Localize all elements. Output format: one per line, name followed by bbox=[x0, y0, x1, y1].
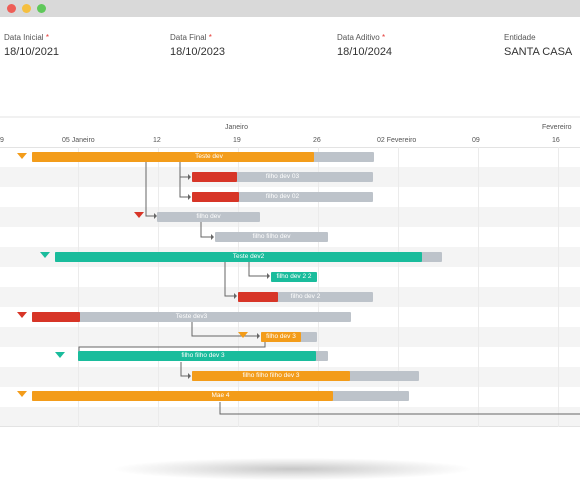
data-inicial-label: Data Inicial * bbox=[4, 33, 49, 42]
task-bar-progress bbox=[55, 252, 422, 262]
task-label: filho filho dev 3 bbox=[181, 352, 225, 359]
day-label: 05 Janeiro bbox=[62, 137, 95, 144]
task-bar-progress bbox=[192, 172, 237, 182]
task-label: Teste dev3 bbox=[175, 313, 208, 320]
task-bar-progress bbox=[261, 332, 301, 342]
minimize-window-button[interactable] bbox=[22, 4, 31, 13]
day-label: 12 bbox=[153, 137, 161, 144]
task-bar-progress bbox=[192, 371, 350, 381]
window-titlebar bbox=[0, 0, 580, 17]
drop-shadow bbox=[115, 458, 470, 480]
milestone-marker bbox=[17, 153, 27, 159]
data-final-label: Data Final * bbox=[170, 33, 212, 42]
data-aditivo-label: Data Aditivo * bbox=[337, 33, 386, 42]
task-bar-progress bbox=[32, 152, 314, 162]
task-bar-progress bbox=[192, 192, 239, 202]
task-bar-progress bbox=[78, 351, 316, 361]
milestone-marker bbox=[238, 332, 248, 338]
entidade-value[interactable]: SANTA CASA bbox=[504, 46, 573, 58]
task-bar[interactable] bbox=[238, 292, 373, 302]
day-label: 26 bbox=[313, 137, 321, 144]
task-label: filho dev 03 bbox=[265, 173, 300, 180]
task-bar-progress bbox=[32, 312, 80, 322]
data-aditivo-value[interactable]: 18/10/2024 bbox=[337, 46, 393, 58]
task-bar-progress bbox=[238, 292, 278, 302]
close-window-button[interactable] bbox=[7, 4, 16, 13]
milestone-marker bbox=[17, 312, 27, 318]
task-label: filho dev 2 2 bbox=[276, 273, 312, 280]
day-label: 16 bbox=[552, 137, 560, 144]
task-label: filho dev 02 bbox=[265, 193, 300, 200]
task-label: Teste dev bbox=[195, 153, 223, 160]
milestone-marker bbox=[134, 212, 144, 218]
data-inicial-value[interactable]: 18/10/2021 bbox=[4, 46, 60, 58]
task-bar-progress bbox=[32, 391, 333, 401]
maximize-window-button[interactable] bbox=[37, 4, 46, 13]
task-bar[interactable] bbox=[157, 212, 260, 222]
task-label: filho dev bbox=[196, 213, 221, 220]
task-bar[interactable] bbox=[192, 172, 373, 182]
month-label-janeiro: Janeiro bbox=[225, 124, 248, 131]
task-bar-progress[interactable] bbox=[271, 272, 317, 282]
milestone-marker bbox=[17, 391, 27, 397]
milestone-marker bbox=[40, 252, 50, 258]
day-label: 02 Fevereiro bbox=[377, 137, 417, 144]
task-label: Teste dev2 bbox=[232, 253, 265, 260]
day-label: 09 bbox=[472, 137, 480, 144]
data-final-value[interactable]: 18/10/2023 bbox=[170, 46, 226, 58]
task-label: filho dev 2 bbox=[290, 293, 321, 300]
day-label: 19 bbox=[233, 137, 241, 144]
task-label: Mae 4 bbox=[211, 392, 230, 399]
task-label: filho dev 3 bbox=[266, 333, 296, 340]
task-bar[interactable] bbox=[215, 232, 328, 242]
task-label: filho filho dev bbox=[252, 233, 291, 240]
day-label: 9 bbox=[0, 137, 4, 144]
entidade-label: Entidade bbox=[504, 33, 536, 42]
month-label-fevereiro: Fevereiro bbox=[542, 124, 572, 131]
task-label: filho filho filho dev 3 bbox=[242, 372, 300, 379]
task-bar[interactable] bbox=[32, 312, 351, 322]
milestone-marker bbox=[55, 352, 65, 358]
task-bar[interactable] bbox=[192, 192, 373, 202]
